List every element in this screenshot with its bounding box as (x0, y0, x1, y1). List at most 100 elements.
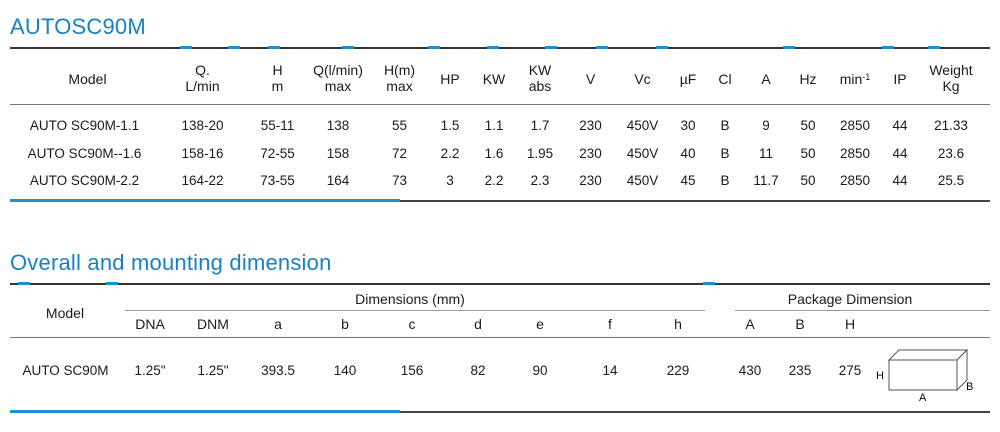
table1-header-4: H(m) max (372, 62, 427, 94)
table1-cell: 73-55 (260, 173, 295, 188)
header-line1: Q(l/min) (313, 62, 363, 78)
table1-cell: 138 (326, 118, 350, 133)
dimensions-underline (125, 310, 705, 311)
table1-header-5: HP (430, 71, 470, 87)
accent-tick (882, 46, 894, 49)
header-line1: KW (528, 62, 552, 78)
header-line1: V (585, 71, 596, 87)
table1-cell: 1.6 (484, 146, 504, 161)
accent-tick (18, 282, 30, 285)
table1-accent-bar (10, 199, 400, 202)
table1-header-15: IP (884, 71, 916, 87)
table1-cell: 1.95 (526, 146, 554, 161)
table1-cell: 30 (680, 118, 696, 133)
table2-cell: AUTO SC90M (22, 363, 109, 378)
package-underline (735, 310, 990, 311)
table2-subheader: a (274, 316, 282, 332)
table2-bottom-rule (10, 411, 990, 413)
table1-cell: 2.2 (440, 146, 460, 161)
table1-header-7: KW abs (520, 62, 560, 94)
header-line2: L/min (185, 78, 220, 94)
table1-cell: AUTO SC90M-1.1 (29, 118, 140, 133)
accent-tick (228, 46, 240, 49)
package-header: Package Dimension (787, 291, 913, 307)
table1-header-9: Vc (620, 71, 665, 87)
table1-cell: 230 (579, 173, 602, 188)
table1-cell: B (720, 173, 730, 188)
table2-cell: 156 (400, 363, 424, 378)
accent-tick (783, 46, 795, 49)
table1-cell: 450V (626, 173, 659, 188)
section1-title: AUTOSC90M (10, 14, 146, 39)
table1-cell: 9 (762, 118, 770, 133)
table1-cell: 2850 (839, 173, 871, 188)
table2-subheader: b (341, 316, 349, 332)
table1-header-6: KW (474, 71, 514, 87)
table2-subheader: e (536, 316, 544, 332)
table1-cell: 450V (626, 146, 659, 161)
table1-cell: 2.3 (530, 173, 550, 188)
header-line1: H (272, 62, 283, 78)
accent-tick (487, 46, 499, 49)
table2-top-rule (10, 283, 990, 285)
table2-subheader: H (844, 316, 856, 332)
table1-header-11: Cl (710, 71, 740, 87)
table2-cell: 275 (838, 363, 862, 378)
table2-cell: 229 (666, 363, 690, 378)
accent-tick (342, 46, 354, 49)
accent-tick (703, 282, 715, 285)
table2-cell: 1.25" (134, 363, 166, 378)
table1-cell: 25.5 (937, 173, 965, 188)
table1-header-1: Q. L/min (175, 62, 230, 94)
header-line1: H(m) (383, 62, 416, 78)
table2-header-divider (10, 337, 990, 338)
package-box-icon: H A B (876, 348, 973, 402)
table1-cell: 44 (892, 118, 908, 133)
table1-cell: 11 (758, 146, 773, 161)
table1-cell: 55-11 (260, 118, 295, 133)
table1-cell: 55 (391, 118, 408, 133)
table1-top-rule (10, 47, 990, 49)
header-line1: Hz (799, 71, 817, 87)
accent-tick (545, 46, 557, 49)
header-line2: max (386, 78, 413, 94)
table1-cell: 158-16 (181, 146, 224, 161)
accent-tick (656, 46, 668, 49)
table2-cell: 140 (333, 363, 357, 378)
header-line1: Q. (195, 62, 210, 78)
table1-header-16: Weight Kg (918, 62, 984, 94)
table2-subheader: d (474, 316, 482, 332)
accent-tick (596, 46, 608, 49)
header-line1: IP (893, 71, 907, 87)
table2-cell: 14 (602, 363, 618, 378)
table1-cell: 2.2 (484, 173, 504, 188)
box-label-a: A (919, 392, 927, 402)
table2-cell: 430 (738, 363, 762, 378)
box-label-h: H (876, 370, 884, 382)
table1-cell: B (720, 146, 730, 161)
table2-subheader: DNA (135, 316, 165, 332)
accent-tick (268, 46, 280, 49)
table1-header-10: µF (670, 71, 706, 87)
table1-cell: 44 (892, 146, 908, 161)
accent-tick (180, 46, 192, 49)
header-line1: A (761, 71, 771, 87)
table1-cell: 450V (626, 118, 659, 133)
table1-cell: 72-55 (260, 146, 295, 161)
header-line2: max (324, 78, 352, 94)
table1-cell: 158 (326, 146, 350, 161)
table1-cell: 72 (391, 146, 408, 161)
header-line1: Cl (718, 71, 732, 87)
header-line1: min (839, 71, 863, 87)
table1-cell: 2850 (839, 118, 871, 133)
header-line1: Weight (929, 62, 973, 78)
table1-cell: 44 (892, 173, 908, 188)
table2-subheader: DNM (197, 316, 229, 332)
table1-cell: 45 (680, 173, 696, 188)
table1-cell: 50 (800, 173, 816, 188)
table2-cell: 235 (788, 363, 812, 378)
table1-header-12: A (748, 71, 784, 87)
header-superscript: -1 (862, 72, 871, 82)
table1-cell: 1.1 (484, 118, 504, 133)
